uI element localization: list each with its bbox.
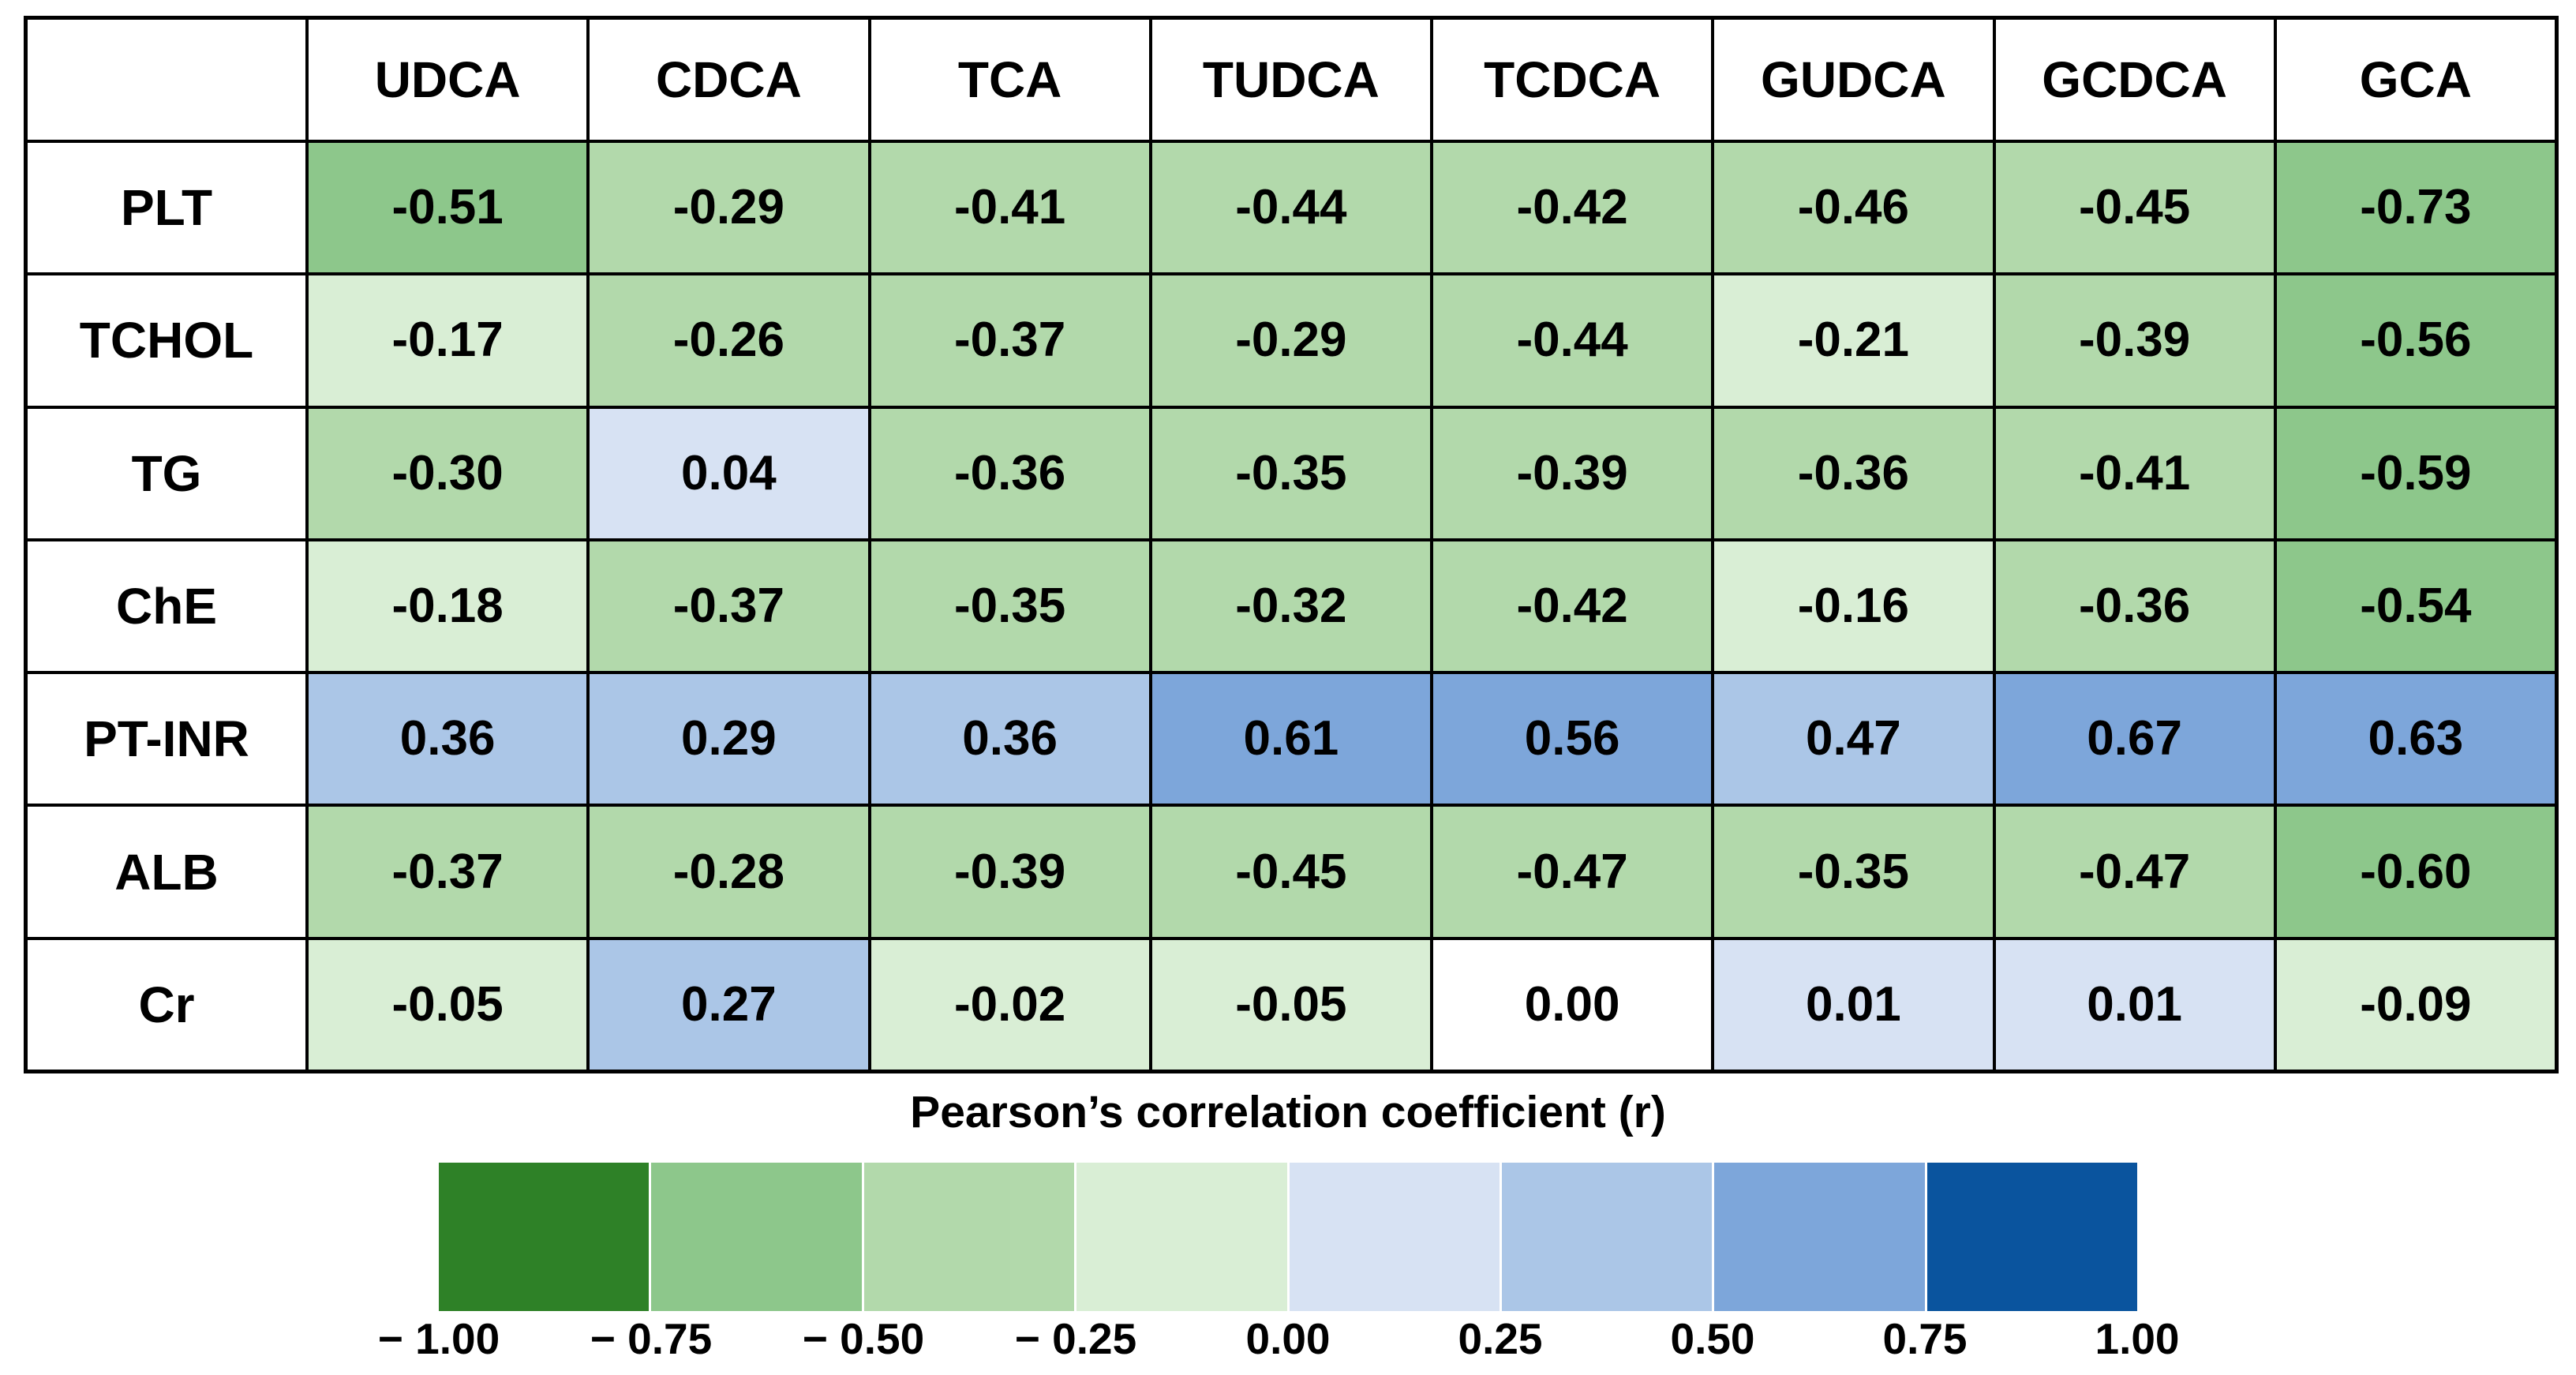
heatmap-cell: 0.61 — [1151, 674, 1430, 804]
column-header-udca: UDCA — [309, 20, 587, 140]
heatmap-cell: -0.45 — [1151, 807, 1430, 937]
heatmap-cell: -0.44 — [1433, 275, 1712, 406]
heatmap-cell: 0.04 — [590, 408, 868, 538]
colorbar-tick-label: 0.50 — [1670, 1314, 1755, 1363]
colorbar-tick-label: − 0.75 — [590, 1314, 713, 1363]
column-header-cdca: CDCA — [590, 20, 868, 140]
heatmap-cell: -0.47 — [1995, 807, 2274, 937]
heatmap-cell: 0.29 — [590, 674, 868, 804]
heatmap-cell: -0.29 — [590, 143, 868, 273]
colorbar-tick-label: 0.00 — [1245, 1314, 1331, 1363]
heatmap-cell: 0.36 — [309, 674, 587, 804]
row-header-tg: TG — [28, 408, 305, 538]
corner-cell — [28, 20, 305, 140]
heatmap-cell: -0.41 — [1995, 408, 2274, 538]
heatmap-cell: 0.01 — [1995, 939, 2274, 1070]
heatmap-cell: -0.35 — [1714, 807, 1993, 937]
heatmap-cell: 0.63 — [2276, 674, 2555, 804]
heatmap-cell: -0.36 — [871, 408, 1149, 538]
heatmap-cell: -0.39 — [871, 807, 1149, 937]
heatmap-cell: 0.27 — [590, 939, 868, 1070]
heatmap-cell: -0.47 — [1433, 807, 1712, 937]
column-header-gca: GCA — [2276, 20, 2555, 140]
heatmap-cell: -0.46 — [1714, 143, 1993, 273]
heatmap-cell: -0.56 — [2276, 275, 2555, 406]
heatmap-cell: -0.32 — [1151, 541, 1430, 672]
colorbar-segment-6 — [1714, 1163, 1925, 1311]
heatmap-cell: -0.60 — [2276, 807, 2555, 937]
heatmap-cell: 0.36 — [871, 674, 1149, 804]
colorbar-tick-label: − 1.00 — [377, 1314, 500, 1363]
heatmap-cell: -0.42 — [1433, 541, 1712, 672]
row-header-plt: PLT — [28, 143, 305, 273]
heatmap-cell: -0.39 — [1995, 275, 2274, 406]
heatmap-cell: -0.16 — [1714, 541, 1993, 672]
heatmap-cell: -0.05 — [1151, 939, 1430, 1070]
heatmap-cell: -0.36 — [1995, 541, 2274, 672]
colorbar-tick-label: 0.25 — [1458, 1314, 1543, 1363]
column-header-tcdca: TCDCA — [1433, 20, 1712, 140]
heatmap-cell: -0.59 — [2276, 408, 2555, 538]
heatmap-cell: -0.41 — [871, 143, 1149, 273]
colorbar-segment-2 — [863, 1163, 1075, 1311]
column-header-tudca: TUDCA — [1151, 20, 1430, 140]
heatmap-cell: 0.47 — [1714, 674, 1993, 804]
correlation-table: UDCA CDCA TCA TUDCA TCDCA GUDCA GCDCA GCA PLT -0.… — [24, 16, 2559, 1073]
row-header-alb: ALB — [28, 807, 305, 937]
row-header-tchol: TCHOL — [28, 275, 305, 406]
column-header-gudca: GUDCA — [1714, 20, 1993, 140]
heatmap-cell: -0.09 — [2276, 939, 2555, 1070]
heatmap-cell: -0.29 — [1151, 275, 1430, 406]
heatmap-cell: -0.05 — [309, 939, 587, 1070]
heatmap-cell: 0.01 — [1714, 939, 1993, 1070]
row-header-cr: Cr — [28, 939, 305, 1070]
column-header-gcdca: GCDCA — [1995, 20, 2274, 140]
heatmap-cell: -0.26 — [590, 275, 868, 406]
heatmap-cell: -0.35 — [871, 541, 1149, 672]
colorbar-segment-3 — [1076, 1163, 1287, 1311]
heatmap-cell: -0.21 — [1714, 275, 1993, 406]
heatmap-cell: -0.02 — [871, 939, 1149, 1070]
heatmap-cell: 0.67 — [1995, 674, 2274, 804]
heatmap-cell: -0.18 — [309, 541, 587, 672]
colorbar — [439, 1163, 2137, 1311]
row-header-che: ChE — [28, 541, 305, 672]
row-header-pt-inr: PT-INR — [28, 674, 305, 804]
colorbar-segment-5 — [1501, 1163, 1713, 1311]
colorbar-tick-label: 1.00 — [2095, 1314, 2180, 1363]
heatmap-cell: -0.73 — [2276, 143, 2555, 273]
heatmap-cell: 0.00 — [1433, 939, 1712, 1070]
legend-title: Pearson’s correlation coefficient (r) — [910, 1087, 1666, 1137]
colorbar-segment-0 — [439, 1163, 650, 1311]
heatmap-cell: -0.37 — [309, 807, 587, 937]
colorbar-segment-4 — [1289, 1163, 1500, 1311]
colorbar-tick-label: − 0.50 — [802, 1314, 925, 1363]
heatmap-cell: -0.30 — [309, 408, 587, 538]
column-header-tca: TCA — [871, 20, 1149, 140]
heatmap-cell: -0.28 — [590, 807, 868, 937]
heatmap-cell: 0.56 — [1433, 674, 1712, 804]
heatmap-cell: -0.39 — [1433, 408, 1712, 538]
heatmap-cell: -0.54 — [2276, 541, 2555, 672]
colorbar-ticks: − 1.00 − 0.75 − 0.50 − 0.25 0.00 0.25 0.50 0.75… — [378, 1313, 2180, 1369]
colorbar-segment-1 — [651, 1163, 862, 1311]
heatmap-cell: -0.51 — [309, 143, 587, 273]
colorbar-tick-label: − 0.25 — [1014, 1314, 1137, 1363]
heatmap-cell: -0.36 — [1714, 408, 1993, 538]
heatmap-cell: -0.42 — [1433, 143, 1712, 273]
heatmap-cell: -0.45 — [1995, 143, 2274, 273]
colorbar-segment-7 — [1926, 1163, 2137, 1311]
heatmap-cell: -0.37 — [590, 541, 868, 672]
heatmap-cell: -0.44 — [1151, 143, 1430, 273]
colorbar-tick-label: 0.75 — [1882, 1314, 1968, 1363]
heatmap-cell: -0.37 — [871, 275, 1149, 406]
heatmap-cell: -0.17 — [309, 275, 587, 406]
heatmap-cell: -0.35 — [1151, 408, 1430, 538]
